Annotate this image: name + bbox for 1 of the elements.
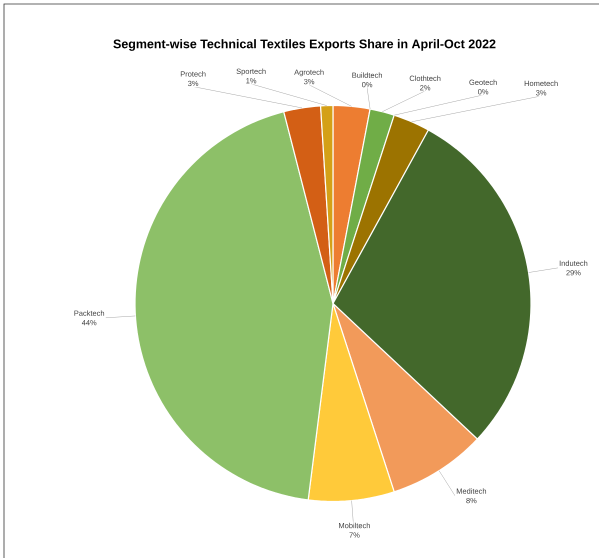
chart-title: Segment-wise Technical Textiles Exports Share in April-Oct 2022 — [113, 39, 496, 51]
